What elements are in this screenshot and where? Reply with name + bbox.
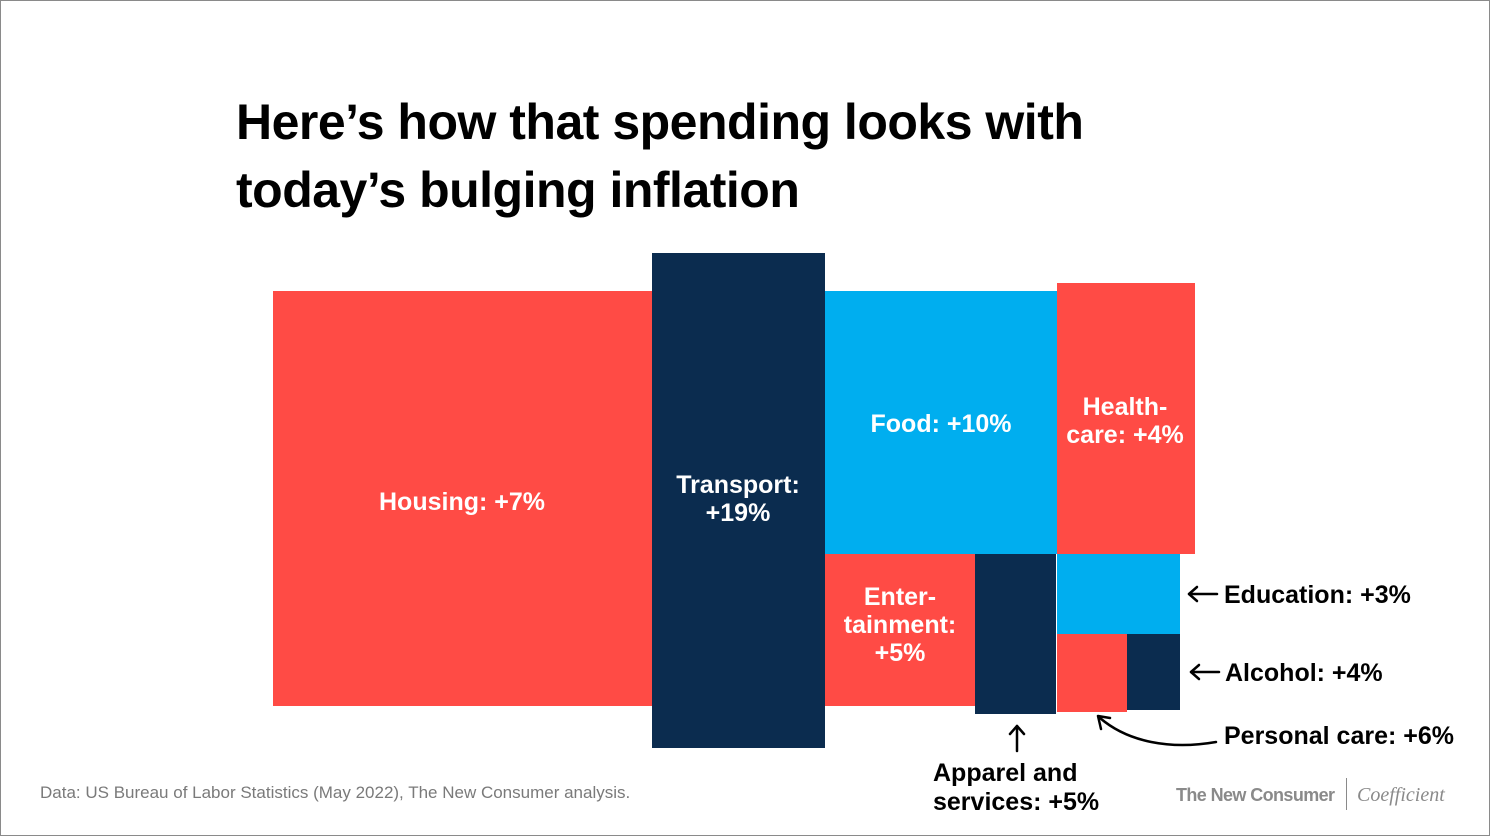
mark-apparel-and-services bbox=[975, 554, 1056, 714]
mark-housing bbox=[273, 291, 652, 706]
label-apparel-and-services: Apparel and services: +5% bbox=[933, 759, 1099, 816]
apparel-arrow-head bbox=[1008, 724, 1026, 736]
label-education: Education: +3% bbox=[1224, 581, 1411, 609]
label-personal-care: Personal care: +6% bbox=[1224, 722, 1454, 750]
treemap-labels: Housing: +7% Transport: +19% Food: +10% Heal… bbox=[379, 393, 1454, 816]
label-healthcare: Health-care: +4% bbox=[1066, 393, 1183, 449]
mark-education bbox=[1057, 554, 1180, 634]
education-arrow-head bbox=[1187, 585, 1199, 603]
mark-personal-care bbox=[1057, 634, 1127, 712]
brand-the-new-consumer: The New Consumer bbox=[1176, 784, 1335, 805]
mark-alcohol bbox=[1127, 634, 1180, 710]
brand-coefficient: Coefficient bbox=[1357, 783, 1445, 806]
source-note: Data: US Bureau of Labor Statistics (May… bbox=[40, 783, 631, 802]
label-alcohol: Alcohol: +4% bbox=[1225, 659, 1383, 687]
personal-care-arrow-curve bbox=[1098, 716, 1218, 747]
alcohol-arrow-head bbox=[1189, 663, 1201, 681]
label-transport: Transport: +19% bbox=[676, 471, 800, 527]
label-entertainment: Enter-tainment: +5% bbox=[844, 583, 957, 667]
mark-entertainment bbox=[825, 554, 975, 706]
label-food: Food: +10% bbox=[871, 410, 1012, 438]
mark-transport bbox=[652, 253, 825, 748]
label-housing: Housing: +7% bbox=[379, 488, 545, 516]
callouts bbox=[1008, 585, 1221, 753]
treemap-marks bbox=[273, 253, 1195, 748]
chart-title: Here’s how that spending looks with toda… bbox=[236, 94, 1084, 218]
brand-divider bbox=[1346, 778, 1347, 810]
mark-food bbox=[825, 291, 1057, 554]
mark-healthcare bbox=[1057, 283, 1195, 554]
personal-care-arrow-head bbox=[1096, 714, 1112, 731]
